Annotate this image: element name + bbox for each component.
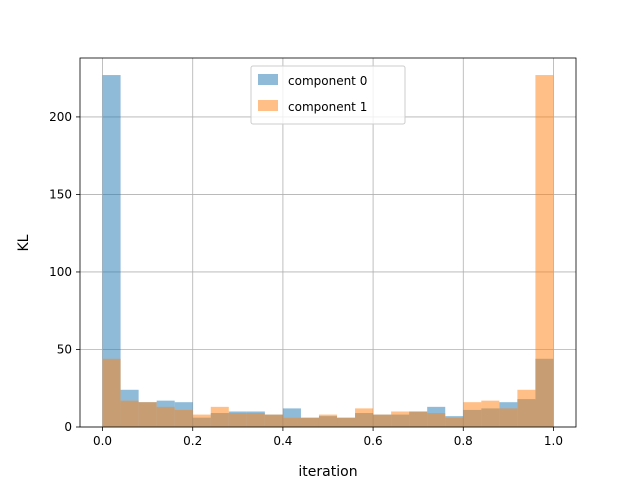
y-tick-label: 150 [49,187,72,201]
y-axis-label: KL [16,234,32,251]
y-tick-label: 50 [57,342,72,356]
bar-series-1-bin-14 [355,408,374,427]
axis-ticks: 0.0 0.2 0.4 0.6 0.8 1.0 0 50 100 150 200 [49,110,563,448]
x-tick-label: 0.2 [183,434,202,448]
bar-series-1-bin-3 [156,406,175,427]
bar-series-1-bin-2 [138,402,157,427]
histogram-bars [102,75,554,427]
bar-series-1-bin-21 [481,400,500,427]
y-tick-label: 0 [64,420,72,434]
x-tick-label: 0.8 [454,434,473,448]
bar-series-1-bin-22 [499,408,518,427]
bar-series-1-bin-6 [210,406,229,427]
x-tick-label: 0.0 [93,434,112,448]
y-tick-label: 100 [49,265,72,279]
x-tick-label: 1.0 [544,434,563,448]
x-tick-label: 0.6 [364,434,383,448]
bar-series-1-bin-13 [337,417,356,427]
x-tick-label: 0.4 [273,434,292,448]
y-tick-label: 200 [49,110,72,124]
bar-series-1-bin-16 [391,411,410,427]
axes-frame [79,57,577,428]
bar-series-0-bin-0 [102,75,121,427]
bar-series-1-bin-18 [427,413,446,427]
bar-series-1-bin-11 [300,417,319,427]
bar-series-1-bin-20 [463,402,482,427]
bar-series-1-bin-12 [318,414,338,427]
bar-series-1-bin-23 [517,389,536,427]
bar-series-1-bin-0 [102,358,121,427]
bar-series-1-bin-4 [174,409,193,427]
bar-series-1-bin-1 [120,400,139,427]
bar-series-1-bin-8 [246,413,265,427]
bar-series-1-bin-5 [192,414,211,427]
legend: component 0 component 1 [250,65,406,125]
bar-series-1-bin-10 [282,417,301,427]
legend-swatch-component-0 [258,74,278,85]
bar-series-1-bin-17 [409,411,428,427]
legend-label-component-1: component 1 [288,100,367,114]
legend-swatch-component-1 [258,100,278,111]
legend-box [250,65,406,125]
bar-series-1-bin-9 [264,414,283,427]
bar-series-1-bin-19 [445,417,464,427]
legend-label-component-0: component 0 [288,74,367,88]
bar-series-1-bin-15 [373,414,392,427]
x-axis-label: iteration [298,464,357,480]
bar-series-1-bin-24 [535,75,554,427]
bar-series-1-bin-7 [228,413,247,427]
